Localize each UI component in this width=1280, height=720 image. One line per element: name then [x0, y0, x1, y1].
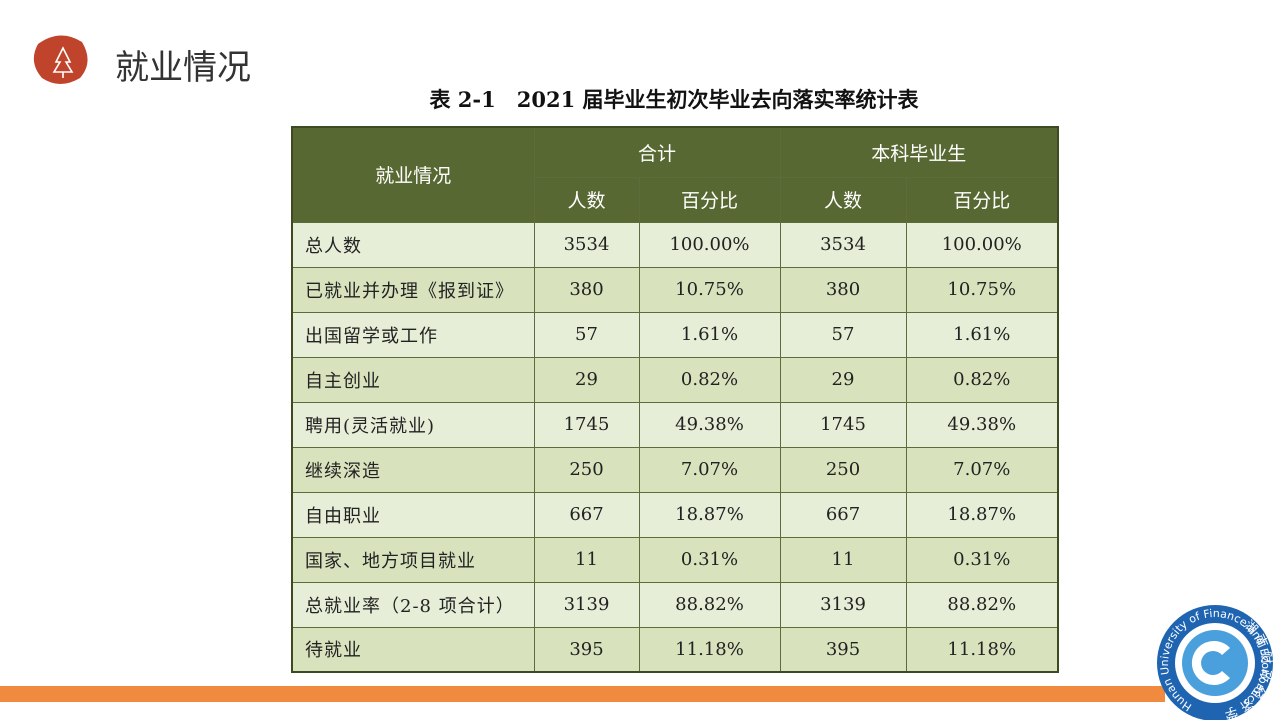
- group-header: 合计: [533, 126, 781, 178]
- value-cell: 0.31%: [905, 536, 1059, 583]
- slide-title: 就业情况: [115, 48, 251, 88]
- value-cell: 3139: [533, 581, 640, 628]
- table-row: 聘用(灵活就业) 1745 49.38% 1745 49.38%: [291, 401, 1059, 448]
- table-row: 总就业率（2-8 项合计） 3139 88.82% 3139 88.82%: [291, 581, 1059, 628]
- value-cell: 100.00%: [905, 221, 1059, 268]
- value-cell: 380: [533, 266, 640, 313]
- row-label: 聘用(灵活就业): [291, 401, 535, 448]
- data-table: 就业情况 合计 本科毕业生 人数 百分比 人数 百分比 总人数 3534 100.00% 3…: [291, 126, 1059, 673]
- value-cell: 88.82%: [905, 581, 1059, 628]
- value-cell: 11.18%: [905, 626, 1059, 673]
- value-cell: 18.87%: [905, 491, 1059, 538]
- logo: Hunan University of Finance and Economic…: [1152, 603, 1273, 720]
- corner-header: 就业情况: [291, 126, 535, 223]
- value-cell: 667: [779, 491, 907, 538]
- sub-header: 人数: [533, 176, 640, 223]
- title-icon: [33, 35, 88, 84]
- value-cell: 18.87%: [638, 491, 781, 538]
- value-cell: 0.31%: [638, 536, 781, 583]
- value-cell: 49.38%: [905, 401, 1059, 448]
- sub-header: 百分比: [905, 176, 1059, 223]
- value-cell: 3534: [533, 221, 640, 268]
- value-cell: 250: [779, 446, 907, 493]
- value-cell: 11: [533, 536, 640, 583]
- value-cell: 1.61%: [905, 311, 1059, 358]
- value-cell: 11.18%: [638, 626, 781, 673]
- row-label: 待就业: [291, 626, 535, 673]
- value-cell: 250: [533, 446, 640, 493]
- table-row: 待就业 395 11.18% 395 11.18%: [291, 626, 1059, 673]
- value-cell: 88.82%: [638, 581, 781, 628]
- value-cell: 1.61%: [638, 311, 781, 358]
- value-cell: 57: [533, 311, 640, 358]
- value-cell: 1745: [779, 401, 907, 448]
- table-row: 自由职业 667 18.87% 667 18.87%: [291, 491, 1059, 538]
- table-row: 国家、地方项目就业 11 0.31% 11 0.31%: [291, 536, 1059, 583]
- row-label: 已就业并办理《报到证》: [291, 266, 535, 313]
- row-label: 自主创业: [291, 356, 535, 403]
- value-cell: 0.82%: [638, 356, 781, 403]
- table-row: 继续深造 250 7.07% 250 7.07%: [291, 446, 1059, 493]
- table-row: 自主创业 29 0.82% 29 0.82%: [291, 356, 1059, 403]
- table-row: 已就业并办理《报到证》 380 10.75% 380 10.75%: [291, 266, 1059, 313]
- row-label: 出国留学或工作: [291, 311, 535, 358]
- value-cell: 667: [533, 491, 640, 538]
- table-row: 总人数 3534 100.00% 3534 100.00%: [291, 221, 1059, 268]
- value-cell: 57: [779, 311, 907, 358]
- row-label: 国家、地方项目就业: [291, 536, 535, 583]
- row-label: 继续深造: [291, 446, 535, 493]
- value-cell: 380: [779, 266, 907, 313]
- group-header: 本科毕业生: [779, 126, 1059, 178]
- value-cell: 29: [533, 356, 640, 403]
- value-cell: 0.82%: [905, 356, 1059, 403]
- value-cell: 100.00%: [638, 221, 781, 268]
- value-cell: 11: [779, 536, 907, 583]
- footer-bar: [0, 686, 1165, 702]
- value-cell: 3534: [779, 221, 907, 268]
- sub-header: 人数: [779, 176, 907, 223]
- value-cell: 29: [779, 356, 907, 403]
- row-label: 总就业率（2-8 项合计）: [291, 581, 535, 628]
- row-label: 自由职业: [291, 491, 535, 538]
- table-row: 出国留学或工作 57 1.61% 57 1.61%: [291, 311, 1059, 358]
- value-cell: 7.07%: [638, 446, 781, 493]
- row-label: 总人数: [291, 221, 535, 268]
- value-cell: 10.75%: [638, 266, 781, 313]
- value-cell: 3139: [779, 581, 907, 628]
- value-cell: 395: [533, 626, 640, 673]
- value-cell: 1745: [533, 401, 640, 448]
- value-cell: 49.38%: [638, 401, 781, 448]
- value-cell: 10.75%: [905, 266, 1059, 313]
- table-caption: 表 2-1 2021 届毕业生初次毕业去向落实率统计表: [429, 87, 919, 112]
- sub-header: 百分比: [638, 176, 781, 223]
- value-cell: 7.07%: [905, 446, 1059, 493]
- value-cell: 395: [779, 626, 907, 673]
